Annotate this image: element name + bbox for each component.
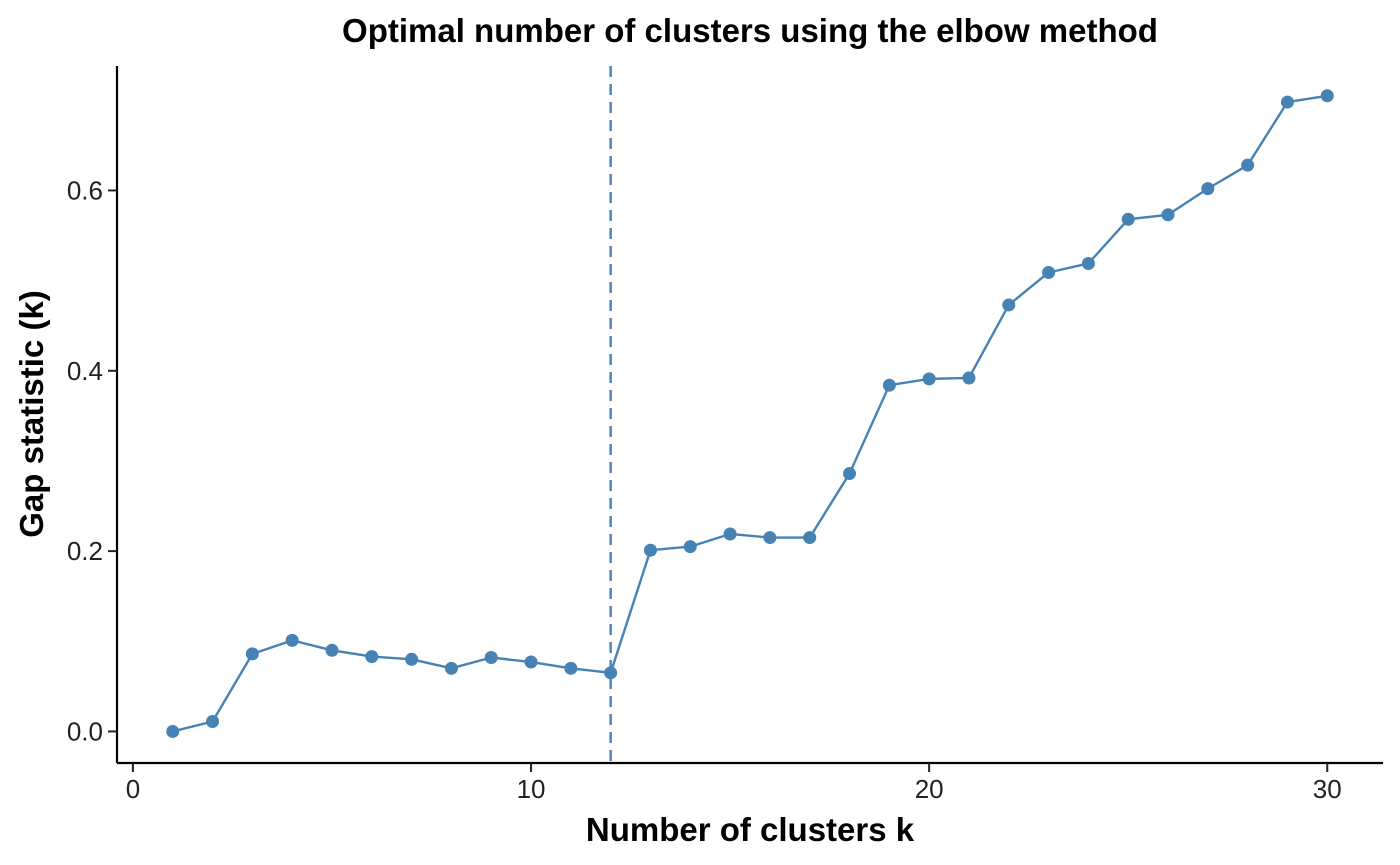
data-point: [325, 643, 339, 657]
data-point: [206, 715, 220, 729]
data-point: [843, 467, 857, 481]
data-point: [484, 651, 498, 665]
y-tick-label: 0.6: [67, 175, 103, 205]
data-point: [166, 724, 180, 738]
data-point: [922, 372, 936, 386]
data-point: [285, 633, 299, 647]
y-tick-label: 0.2: [67, 536, 103, 566]
chart-title: Optimal number of clusters using the elb…: [342, 12, 1158, 49]
data-point: [643, 543, 657, 557]
data-point: [524, 655, 538, 669]
data-point: [803, 531, 817, 545]
data-point: [564, 661, 578, 675]
data-point: [1121, 212, 1135, 226]
x-tick-label: 20: [915, 774, 944, 804]
data-point: [1161, 208, 1175, 222]
data-point: [882, 378, 896, 392]
series-line: [172, 94, 1328, 733]
data-point: [723, 527, 737, 541]
data-point: [245, 647, 259, 661]
y-tick-label: 0.4: [67, 356, 103, 386]
plot-area: 0 10 20 30 0.0 0.2 0.4 0.6: [67, 66, 1383, 804]
data-point: [1042, 265, 1056, 279]
data-point: [1320, 89, 1334, 103]
series-group: [166, 89, 1334, 738]
x-tick-label: 10: [517, 774, 546, 804]
data-point: [1280, 95, 1294, 109]
x-tick-label: 30: [1313, 774, 1342, 804]
data-point: [1241, 158, 1255, 172]
x-axis-title: Number of clusters k: [586, 811, 915, 848]
x-tick-label: 0: [126, 774, 140, 804]
data-point: [763, 531, 777, 545]
data-point: [365, 650, 379, 664]
y-tick-label: 0.0: [67, 716, 103, 746]
data-point: [1081, 256, 1095, 270]
axis-ticks: 0 10 20 30 0.0 0.2 0.4 0.6: [67, 175, 1342, 804]
data-point: [962, 371, 976, 385]
data-point: [1201, 182, 1215, 196]
y-axis-title: Gap statistic (k): [13, 290, 50, 538]
data-point: [405, 652, 419, 666]
data-point: [683, 540, 697, 554]
data-point: [604, 666, 618, 680]
data-point: [444, 661, 458, 675]
data-point: [1002, 298, 1016, 312]
